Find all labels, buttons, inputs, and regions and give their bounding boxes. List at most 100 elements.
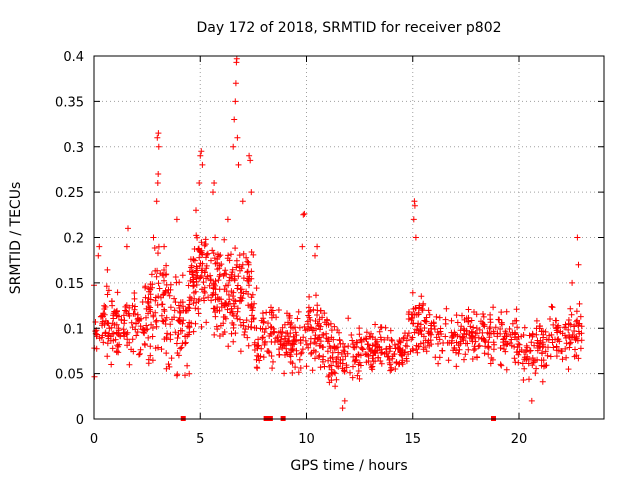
data-point [220,314,227,320]
data-point [578,323,585,330]
data-point [100,339,107,346]
data-point [372,358,379,365]
data-point [167,336,174,343]
data-point [485,344,492,351]
data-point [216,333,223,339]
data-point [384,353,391,360]
data-point [109,345,116,352]
data-point [317,338,324,345]
data-point [154,267,161,274]
data-point [129,302,136,309]
data-point [420,333,427,340]
data-point [152,318,159,325]
data-point [297,350,304,357]
data-point [163,335,170,342]
data-point [386,348,393,355]
data-point [172,299,179,306]
data-point [154,134,161,141]
data-point [282,335,289,342]
data-point [327,320,334,327]
data-point [488,355,495,361]
data-point [575,261,582,268]
data-point [418,293,425,300]
data-point [248,249,255,255]
data-point [256,357,263,364]
data-point [104,266,111,273]
data-point [292,329,299,336]
data-point [263,309,270,316]
data-point [369,355,376,362]
data-point [237,316,243,323]
data-point [201,297,208,304]
data-point [550,321,557,328]
data-point [212,234,219,241]
data-point [233,257,240,264]
data-point [104,353,111,360]
data-point [453,312,460,319]
data-point [126,361,133,368]
data-point [498,309,505,316]
data-point [248,318,255,325]
data-point [527,347,534,354]
data-point [210,280,217,287]
data-point [230,312,237,319]
data-point [502,348,509,355]
data-point [478,335,485,342]
data-point [96,335,103,342]
data-point [305,304,312,311]
data-point [333,356,340,362]
data-point [436,314,443,321]
data-point [266,333,273,339]
data-point [466,330,473,337]
data-point [113,308,120,315]
data-point [403,358,410,365]
data-point [244,275,251,282]
data-point [177,319,184,325]
data-point [388,336,395,343]
data-point [147,286,154,293]
data-point [238,286,245,293]
data-point [341,344,348,350]
data-point [177,309,184,316]
data-point [235,161,242,168]
data-point [148,321,155,328]
data-point [503,308,510,315]
data-point [174,335,181,341]
data-point [199,260,206,267]
data-point [105,335,112,342]
data-point [303,363,310,370]
data-point [534,337,541,344]
data-points [91,55,585,412]
data-point [537,323,543,329]
data-point [182,372,188,379]
data-point [449,333,456,339]
data-point [244,334,251,341]
data-point [158,346,165,353]
data-point [224,255,231,262]
data-point [372,321,379,328]
data-point [198,148,205,155]
data-point [425,307,432,314]
data-point [460,326,467,332]
x-tick-label: 10 [298,432,315,447]
data-point [534,347,541,354]
data-point [297,365,304,371]
data-point [347,369,353,376]
data-point [553,353,560,360]
data-point [369,334,376,341]
data-point [289,369,296,376]
data-point [352,357,359,364]
data-point [405,330,412,337]
data-point [396,338,403,345]
data-point [439,347,446,354]
data-point [141,340,148,347]
data-point [218,304,225,311]
data-point [95,252,102,259]
data-point [327,355,334,362]
data-point [336,329,342,336]
data-point [526,332,533,339]
data-point [326,372,333,379]
data-point [270,358,276,365]
data-point [571,328,578,334]
data-point [292,364,299,371]
